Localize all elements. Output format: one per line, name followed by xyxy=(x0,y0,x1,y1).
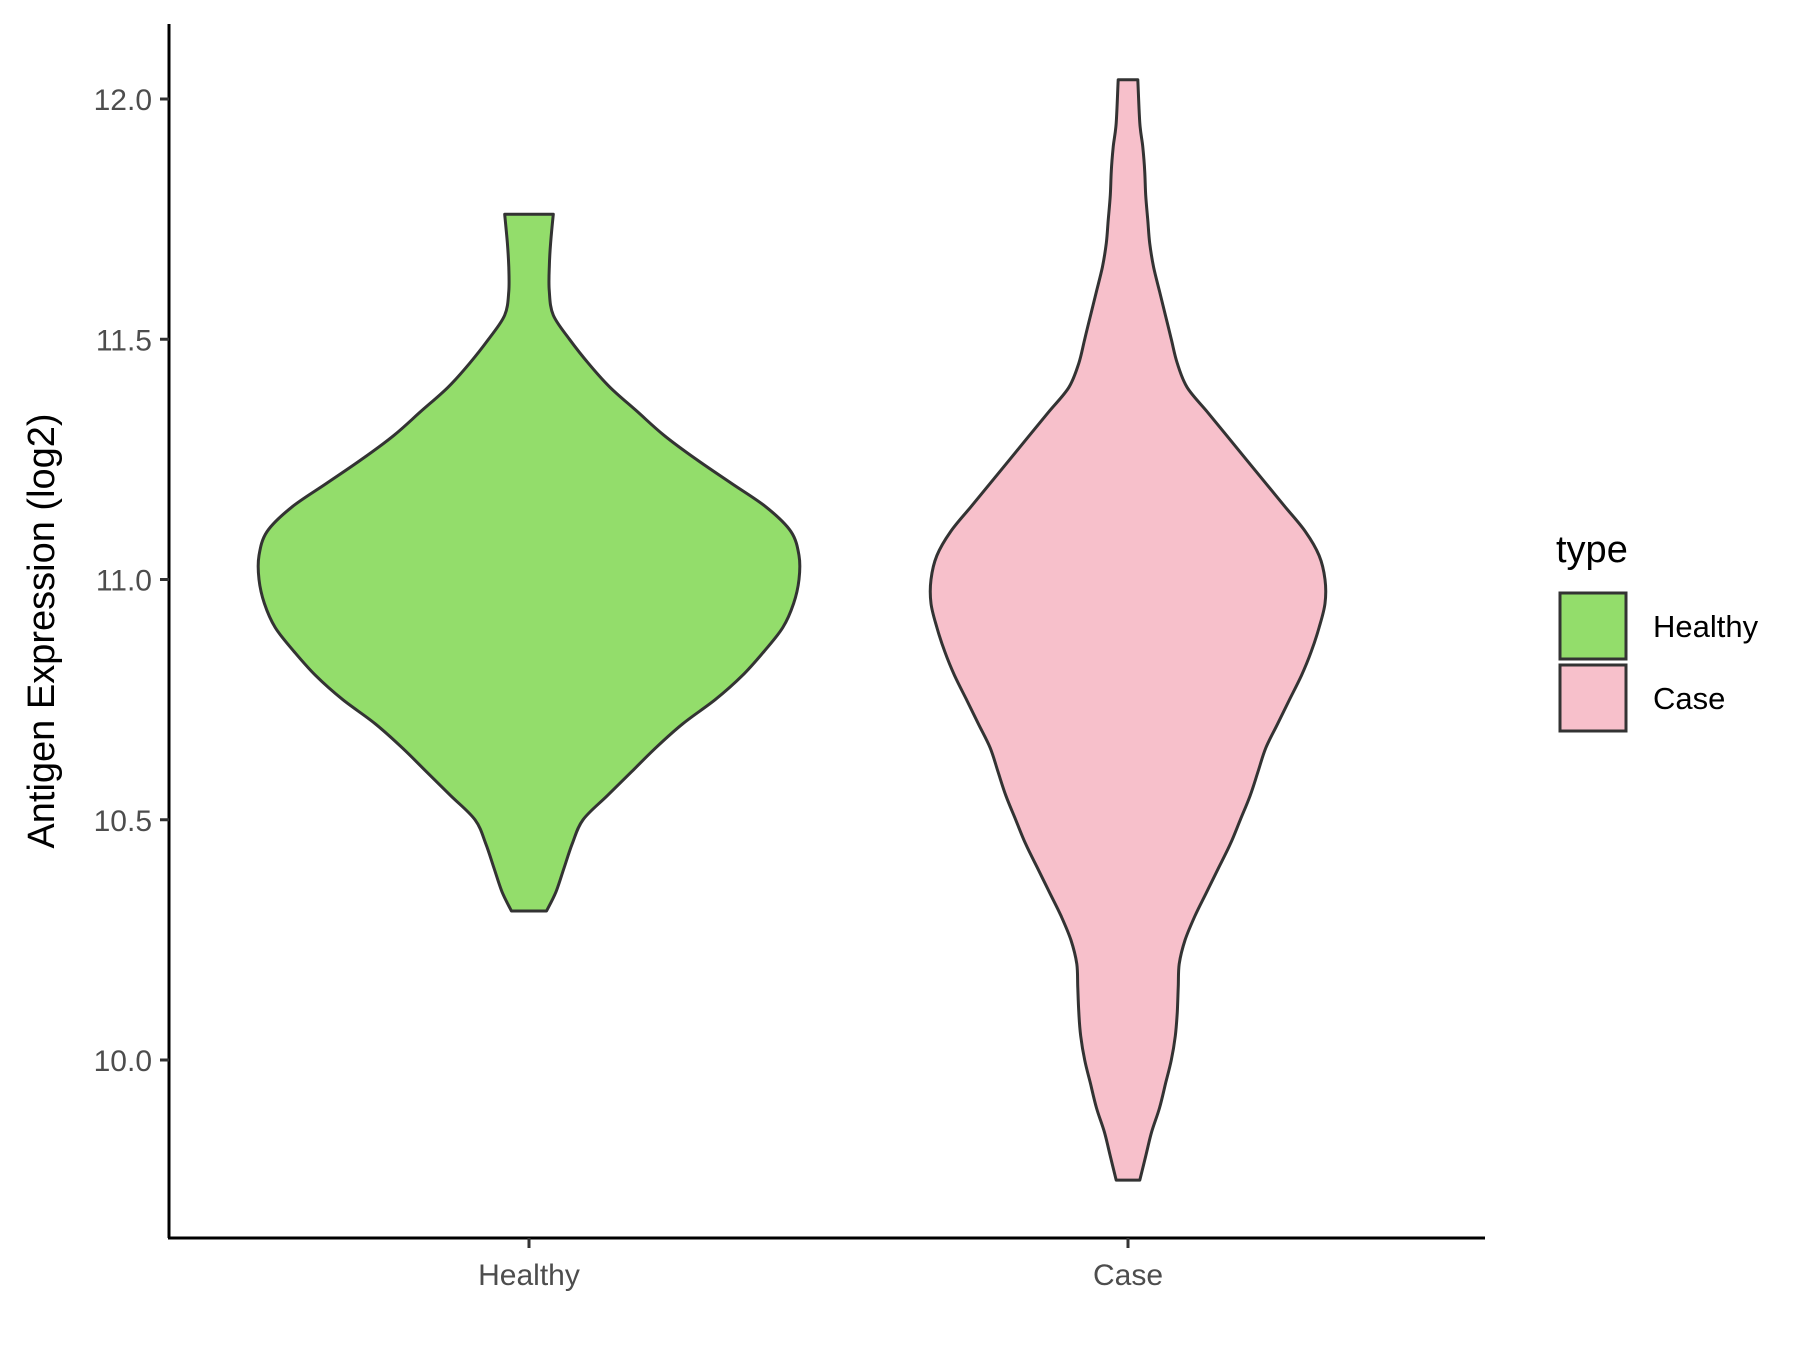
x-axis-ticks: Healthy Case xyxy=(478,1238,1163,1292)
y-tick-label: 10.5 xyxy=(94,805,152,838)
y-axis-title: Antigen Expression (log2) xyxy=(21,413,63,848)
y-tick-label: 11.5 xyxy=(96,324,152,357)
violin-layer xyxy=(256,78,1328,1182)
violin-healthy xyxy=(256,212,802,913)
y-axis-ticks: 10.0 10.5 11.0 11.5 12.0 xyxy=(94,84,169,1078)
y-tick-label: 10.0 xyxy=(94,1045,152,1078)
violin-case xyxy=(928,78,1328,1182)
legend-swatch-healthy xyxy=(1558,591,1628,661)
legend-label-case: Case xyxy=(1653,681,1725,716)
legend: type Healthy Case xyxy=(1556,529,1759,733)
y-tick-label: 11.0 xyxy=(96,565,152,598)
y-tick-label: 12.0 xyxy=(94,84,152,117)
legend-label-healthy: Healthy xyxy=(1653,609,1759,644)
x-tick-label: Healthy xyxy=(478,1259,580,1292)
legend-swatch-case xyxy=(1558,663,1628,733)
legend-title: type xyxy=(1556,529,1628,571)
x-tick-label: Case xyxy=(1093,1259,1163,1292)
